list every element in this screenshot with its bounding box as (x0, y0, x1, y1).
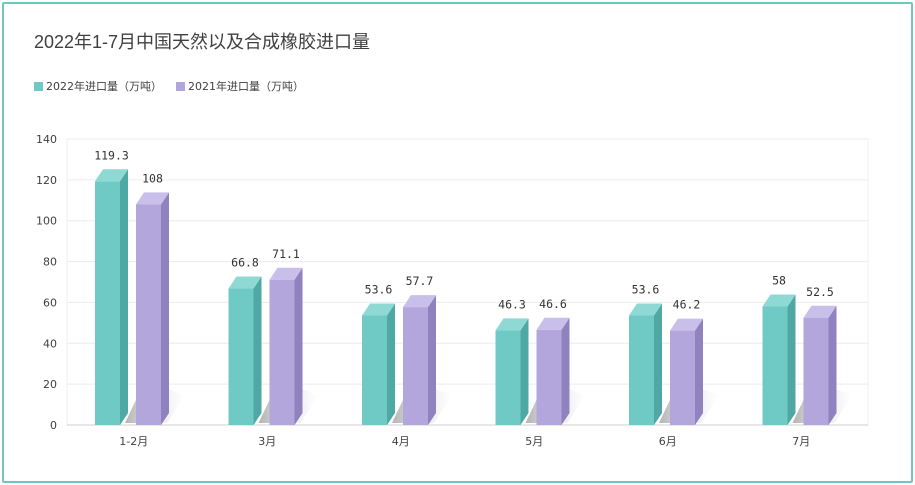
bar (95, 181, 120, 425)
bar-top (495, 318, 529, 331)
bar-side (654, 303, 662, 425)
data-label: 108 (142, 171, 163, 185)
bar (362, 315, 387, 425)
bar (762, 306, 788, 425)
chart-title: 2022年1-7月中国天然以及合成橡胶进口量 (34, 32, 371, 52)
data-label: 52.5 (806, 285, 834, 299)
legend-swatch-2022 (34, 81, 43, 91)
data-label: 57.7 (406, 274, 434, 288)
bar (136, 204, 161, 425)
y-tick-label: 60 (43, 296, 57, 309)
bar-side (294, 267, 303, 425)
data-label: 46.2 (673, 298, 701, 312)
bar-top (95, 169, 128, 182)
bar (803, 317, 829, 425)
y-tick-label: 0 (50, 419, 57, 432)
bar (269, 279, 295, 425)
x-tick-label: 3月 (258, 435, 276, 448)
bar-top (403, 295, 436, 308)
data-label: 53.6 (365, 283, 393, 297)
bar (670, 330, 695, 425)
legend-swatch-2021 (176, 81, 185, 91)
bar-side (120, 169, 128, 425)
plot-area (66, 138, 869, 426)
bar-side (253, 276, 262, 425)
x-tick-label: 7月 (792, 435, 810, 448)
bar-side (695, 318, 703, 425)
y-tick-label: 20 (43, 378, 57, 391)
y-tick-label: 100 (36, 215, 57, 228)
bar-top (228, 276, 262, 289)
y-tick-label: 140 (36, 133, 57, 146)
bar-side (561, 317, 570, 425)
bar-side (520, 318, 529, 425)
bar-top (536, 317, 570, 330)
data-label: 53.6 (632, 283, 660, 297)
bar-top (136, 192, 169, 205)
legend-item-2021: 2021年进口量（万吨） (176, 78, 304, 94)
bar-top (362, 303, 395, 316)
bar (629, 315, 654, 425)
bar-side (828, 305, 837, 425)
x-tick-label: 5月 (525, 435, 543, 448)
bar-side (428, 295, 436, 425)
bar (403, 307, 428, 425)
bar-top (803, 305, 837, 318)
x-tick-label: 6月 (659, 435, 677, 448)
bar-side (787, 294, 796, 425)
bar (495, 330, 521, 425)
bar-side (387, 303, 395, 425)
legend: 2022年进口量（万吨） 2021年进口量（万吨） (34, 78, 304, 94)
data-label: 71.1 (272, 247, 300, 261)
y-tick-label: 120 (36, 174, 57, 187)
bar-top (670, 318, 703, 331)
data-label: 66.8 (231, 256, 259, 270)
bar (228, 288, 254, 425)
x-tick-label: 4月 (392, 435, 410, 448)
y-tick-label: 80 (43, 256, 57, 269)
y-tick-label: 40 (43, 337, 57, 350)
bar-side (161, 192, 169, 425)
data-label: 58 (772, 274, 786, 288)
bar-top (629, 303, 662, 316)
bar-top (762, 294, 796, 307)
legend-item-2022: 2022年进口量（万吨） (34, 78, 162, 94)
bar-top (269, 267, 303, 280)
data-label: 46.6 (539, 297, 567, 311)
data-label: 46.3 (498, 297, 526, 311)
x-tick-label: 1-2月 (119, 435, 148, 448)
bar (536, 329, 562, 425)
data-label: 119.3 (94, 148, 129, 162)
legend-label-2022: 2022年进口量（万吨） (46, 80, 162, 93)
legend-label-2021: 2021年进口量（万吨） (188, 80, 304, 93)
